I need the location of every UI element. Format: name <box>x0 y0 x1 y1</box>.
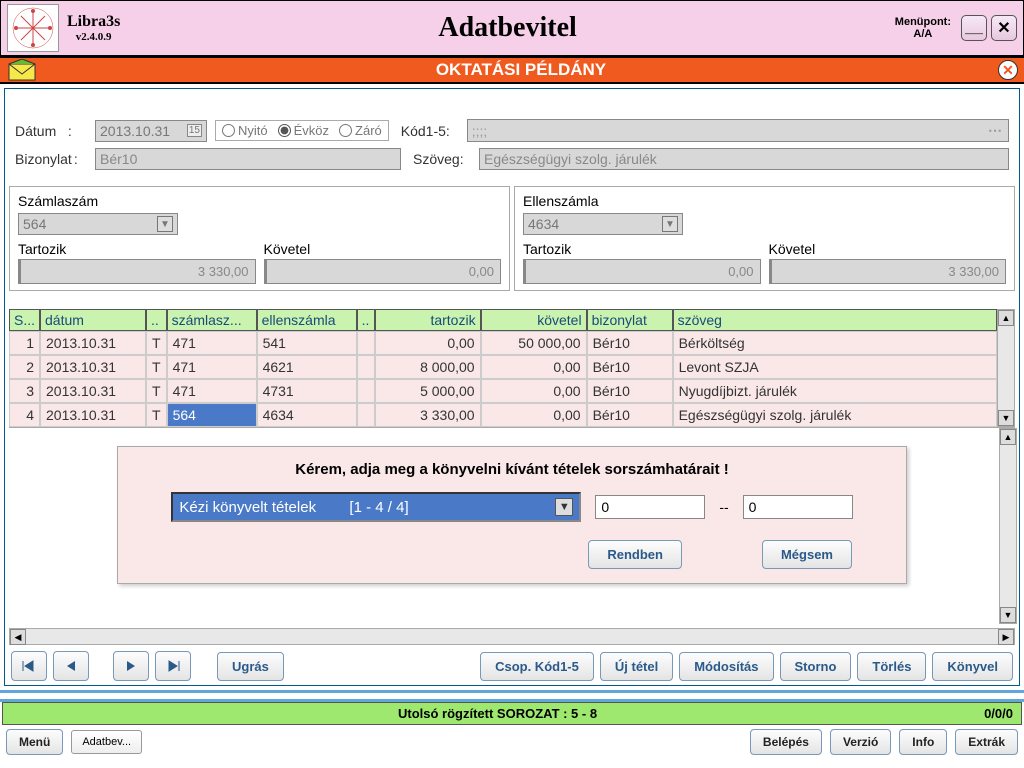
dialog-cancel-button[interactable]: Mégsem <box>762 540 852 569</box>
table-row[interactable]: 22013.10.31T47146218 000,000,00Bér10Levo… <box>9 355 997 379</box>
status-bar: Utolsó rögzített SOROZAT : 5 - 8 0/0/0 <box>2 702 1022 725</box>
login-button[interactable]: Belépés <box>750 729 822 755</box>
left-credit-value: 0,00 <box>264 259 502 284</box>
table-row[interactable]: 12013.10.31T4715410,0050 000,00Bér10Bérk… <box>9 331 997 355</box>
horizontal-scrollbar[interactable]: ◀▶ <box>9 628 1015 645</box>
radio-midyear[interactable]: Évköz <box>278 123 329 138</box>
account-left-title: Számlaszám <box>18 193 501 209</box>
table-header[interactable]: tartozik <box>375 309 481 331</box>
nav-bar: Ugrás Csop. Kód1-5 Új tétel Módosítás St… <box>9 651 1015 681</box>
table-row[interactable]: 32013.10.31T47147315 000,000,00Bér10Nyug… <box>9 379 997 403</box>
account-left-panel: Számlaszám 564▼ Tartozik3 330,00 Követel… <box>9 186 510 291</box>
radio-opening[interactable]: Nyitó <box>222 123 268 138</box>
account-left-select[interactable]: 564▼ <box>18 213 178 235</box>
dialog-title: Kérem, adja meg a könyvelni kívánt tétel… <box>142 461 882 478</box>
titlebar: Libra3s v2.4.0.9 Adatbevitel Menüpont: A… <box>0 0 1024 56</box>
nav-next-button[interactable] <box>113 651 149 681</box>
account-right-panel: Ellenszámla 4634▼ Tartozik0,00 Követel3 … <box>514 186 1015 291</box>
tab-adatbevitel[interactable]: Adatbev... <box>71 730 142 754</box>
table-header[interactable]: ellenszámla <box>257 309 357 331</box>
text-label: Szöveg: <box>413 151 479 167</box>
menu-button[interactable]: Menü <box>6 729 63 755</box>
delete-button[interactable]: Törlés <box>857 652 926 681</box>
table-header[interactable]: .. <box>357 309 375 331</box>
chevron-down-icon[interactable]: ▼ <box>555 498 573 516</box>
close-button[interactable]: ✕ <box>991 15 1017 41</box>
ellipsis-icon[interactable]: ⋯ <box>988 122 1004 139</box>
range-from-input[interactable] <box>595 495 705 519</box>
scroll-down-icon[interactable]: ▼ <box>998 410 1014 426</box>
table-header[interactable]: dátum <box>40 309 146 331</box>
date-input[interactable]: 2013.10.3115 <box>95 120 207 142</box>
doc-input[interactable]: Bér10 <box>95 148 401 170</box>
nav-prev-button[interactable] <box>53 651 89 681</box>
bottom-bar: Menü Adatbev... Belépés Verzió Info Extr… <box>0 725 1024 759</box>
form-top: Dátum : 2013.10.3115 Nyitó Évköz Záró Kó… <box>9 95 1015 182</box>
storno-button[interactable]: Storno <box>780 652 852 681</box>
minimize-button[interactable]: __ <box>961 15 987 41</box>
table-header[interactable]: szöveg <box>673 309 997 331</box>
scroll-up-icon[interactable]: ▲ <box>998 310 1014 326</box>
date-label: Dátum : <box>15 123 95 139</box>
codes-label: Kód1-5: <box>401 123 467 139</box>
content-area: Dátum : 2013.10.3115 Nyitó Évköz Záró Kó… <box>4 88 1020 686</box>
app-version: v2.4.0.9 <box>67 31 120 43</box>
app-logo <box>7 4 59 52</box>
status-counter: 0/0/0 <box>984 706 1013 721</box>
account-right-select[interactable]: 4634▼ <box>523 213 683 235</box>
nav-last-button[interactable] <box>155 651 191 681</box>
group-codes-button[interactable]: Csop. Kód1-5 <box>480 652 594 681</box>
doc-label: Bizonylat <box>15 151 95 167</box>
panel-scrollbar[interactable]: ▲ ▼ <box>999 428 1017 624</box>
right-credit-value: 3 330,00 <box>769 259 1007 284</box>
table-row[interactable]: 42013.10.31T56446343 330,000,00Bér10Egés… <box>9 403 997 427</box>
status-text: Utolsó rögzített SOROZAT : 5 - 8 <box>11 706 984 721</box>
banner: OKTATÁSI PÉLDÁNY ✕ <box>0 56 1024 84</box>
range-to-input[interactable] <box>743 495 853 519</box>
book-button[interactable]: Könyvel <box>932 652 1013 681</box>
right-debit-value: 0,00 <box>523 259 761 284</box>
entries-table-wrap: S...dátum..számlasz...ellenszámla..tarto… <box>9 309 1015 428</box>
text-input[interactable]: Egészségügyi szolg. járulék <box>479 148 1009 170</box>
entries-table[interactable]: S...dátum..számlasz...ellenszámla..tarto… <box>9 309 997 427</box>
table-header[interactable]: .. <box>146 309 167 331</box>
left-debit-value: 3 330,00 <box>18 259 256 284</box>
extras-button[interactable]: Extrák <box>955 729 1018 755</box>
envelope-icon[interactable] <box>8 59 36 81</box>
new-entry-button[interactable]: Új tétel <box>600 652 673 681</box>
table-header[interactable]: számlasz... <box>167 309 257 331</box>
dialog-ok-button[interactable]: Rendben <box>588 540 682 569</box>
account-right-title: Ellenszámla <box>523 193 1006 209</box>
calendar-icon[interactable]: 15 <box>187 124 202 137</box>
info-button[interactable]: Info <box>899 729 947 755</box>
app-info: Libra3s v2.4.0.9 <box>67 13 120 43</box>
banner-close-button[interactable]: ✕ <box>998 60 1018 80</box>
table-header[interactable]: követel <box>481 309 587 331</box>
range-dialog: Kérem, adja meg a könyvelni kívánt tétel… <box>117 446 907 584</box>
radio-closing[interactable]: Záró <box>339 123 382 138</box>
modify-button[interactable]: Módosítás <box>679 652 773 681</box>
app-name: Libra3s <box>67 13 120 31</box>
separator-bar <box>0 690 1024 702</box>
codes-input[interactable]: ;;;;⋯ <box>467 119 1009 142</box>
menu-point: Menüpont: A/A <box>895 16 951 40</box>
table-header[interactable]: S... <box>9 309 40 331</box>
jump-button[interactable]: Ugrás <box>217 652 284 681</box>
banner-title: OKTATÁSI PÉLDÁNY <box>44 60 998 80</box>
nav-first-button[interactable] <box>11 651 47 681</box>
dialog-combo[interactable]: Kézi könyvelt tételek [1 - 4 / 4] ▼ <box>171 492 581 522</box>
period-radios: Nyitó Évköz Záró <box>215 120 389 141</box>
vertical-scrollbar[interactable]: ▲ ▼ <box>997 309 1015 427</box>
chevron-down-icon[interactable]: ▼ <box>157 216 173 232</box>
table-header[interactable]: bizonylat <box>587 309 673 331</box>
page-title: Adatbevitel <box>120 12 894 44</box>
chevron-down-icon[interactable]: ▼ <box>662 216 678 232</box>
version-button[interactable]: Verzió <box>830 729 891 755</box>
